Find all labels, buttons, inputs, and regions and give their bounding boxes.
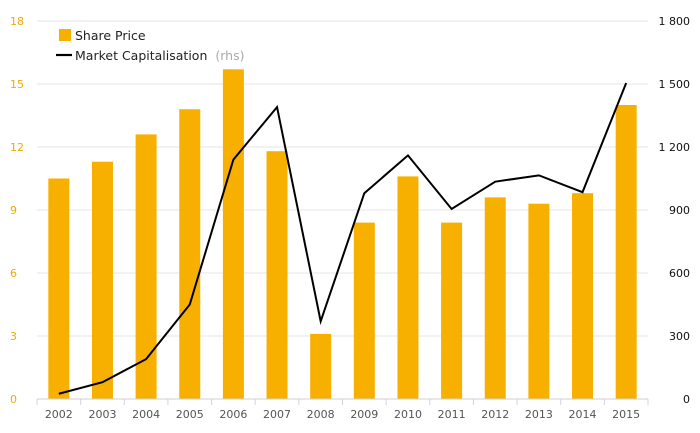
y-right-tick-label: 1 500 — [659, 78, 691, 91]
share-price-bar — [266, 151, 288, 399]
y-right-tick-label: 1 200 — [659, 141, 691, 154]
share-price-bar — [353, 222, 375, 399]
share-price-bar — [528, 203, 550, 399]
x-tick-label: 2003 — [88, 408, 116, 421]
x-tick-label: 2007 — [263, 408, 291, 421]
x-tick-label: 2006 — [219, 408, 247, 421]
y-left-tick-label: 18 — [10, 15, 24, 28]
share-price-bar — [179, 109, 201, 399]
market-cap-line — [58, 82, 628, 395]
x-tick-label: 2011 — [438, 408, 466, 421]
share-price-bar — [615, 105, 637, 399]
x-tick-label: 2005 — [176, 408, 204, 421]
share-price-bar — [48, 178, 70, 399]
x-tick-label: 2008 — [307, 408, 335, 421]
axes: 0 0 3 300 6 600 9 900 12 1 200 15 1 500 18 1 800 2002 2… — [10, 15, 690, 421]
share-price-bar — [572, 193, 594, 399]
x-tick-label: 2002 — [45, 408, 73, 421]
legend-label-market-cap: Market Capitalisation (rhs) — [75, 48, 244, 63]
y-left-tick-label: 6 — [10, 267, 17, 280]
legend-label-share-price: Share Price — [75, 28, 146, 43]
x-tick-label: 2013 — [525, 408, 553, 421]
y-right-tick-label: 600 — [669, 267, 690, 280]
share-price-bar — [397, 176, 419, 399]
x-tick-label: 2012 — [481, 408, 509, 421]
legend-label-market-cap-note: (rhs) — [215, 48, 244, 63]
share-price-bars — [48, 69, 637, 400]
share-price-bar — [484, 197, 506, 399]
x-tick-label: 2010 — [394, 408, 422, 421]
share-price-bar — [441, 222, 463, 399]
share-price-bar — [222, 69, 244, 400]
share-price-bar — [310, 333, 332, 399]
x-tick-label: 2004 — [132, 408, 160, 421]
y-right-tick-label: 1 800 — [659, 15, 691, 28]
y-right-tick-label: 0 — [683, 393, 690, 406]
y-left-tick-label: 15 — [10, 78, 24, 91]
legend-label-market-cap-name: Market Capitalisation — [75, 48, 207, 63]
x-tick-label: 2009 — [350, 408, 378, 421]
share-price-bar — [91, 161, 113, 399]
y-left-tick-label: 3 — [10, 330, 17, 343]
legend-swatch-share-price — [59, 29, 71, 41]
y-left-tick-label: 12 — [10, 141, 24, 154]
market-cap-line-series — [58, 82, 628, 395]
legend: Share Price Market Capitalisation (rhs) — [56, 28, 244, 63]
y-right-tick-label: 300 — [669, 330, 690, 343]
x-tick-label: 2014 — [569, 408, 597, 421]
share-price-bar — [135, 134, 157, 399]
y-left-tick-label: 0 — [10, 393, 17, 406]
y-left-tick-label: 9 — [10, 204, 17, 217]
gridlines — [37, 20, 648, 337]
y-right-tick-label: 900 — [669, 204, 690, 217]
x-tick-label: 2015 — [612, 408, 640, 421]
